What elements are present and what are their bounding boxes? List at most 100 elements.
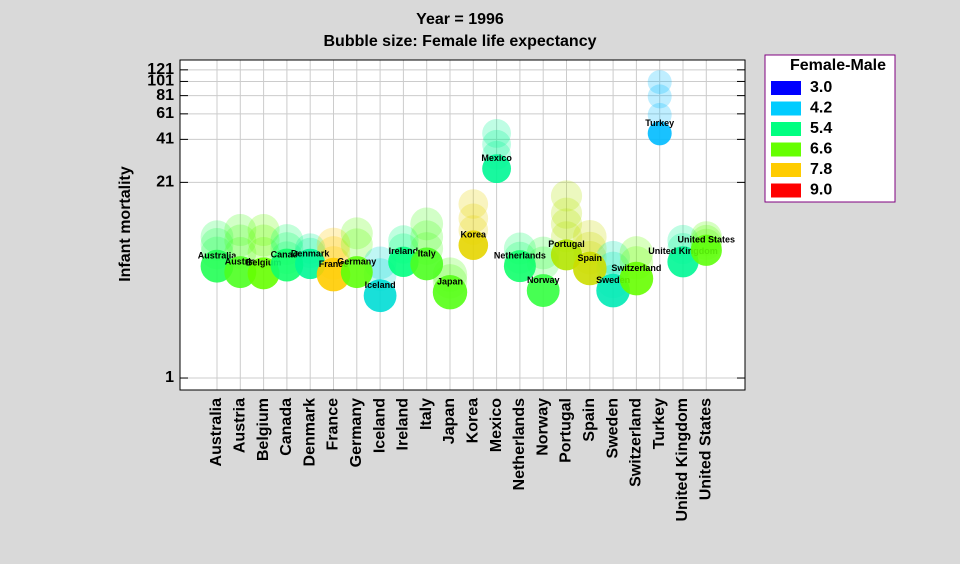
bubble-label: Norway [527, 275, 560, 285]
chart-subtitle: Bubble size: Female life expectancy [324, 33, 597, 50]
trail-bubble [667, 224, 699, 257]
bubble-label: Mexico [481, 153, 512, 163]
legend-label: 9.0 [810, 182, 832, 199]
bubble-label: Switzerland [611, 263, 661, 273]
bubble [224, 256, 257, 289]
x-tick-label: United States [698, 398, 715, 500]
bubble-label: United Kingdom [648, 246, 718, 256]
trail-bubble [647, 70, 672, 95]
legend-swatch [771, 122, 801, 136]
trail-bubble [550, 208, 583, 240]
legend-swatch [771, 163, 801, 177]
x-tick-label: Austria [232, 398, 249, 453]
legend-label: 7.8 [810, 161, 832, 178]
trail-bubble [482, 129, 511, 159]
y-tick-label: 101 [147, 73, 174, 90]
x-tick-label: Denmark [301, 398, 318, 467]
x-tick-label: Norway [534, 398, 551, 456]
y-axis-label: Infant mortality [117, 166, 134, 282]
plot-area [180, 60, 745, 390]
x-tick-label: Canada [278, 398, 295, 456]
bubble-label: Japan [437, 277, 463, 287]
trail-bubble [247, 214, 280, 247]
trail-bubble [340, 228, 373, 261]
x-tick-label: United Kingdom [674, 398, 691, 522]
bubble [690, 234, 722, 266]
x-tick-label: France [325, 398, 342, 451]
bubble-label: Belgium [246, 258, 282, 268]
trail-bubble [224, 224, 257, 257]
y-tick-label: 61 [156, 105, 174, 122]
bubble-label: Spain [578, 253, 603, 263]
bubble [573, 251, 607, 286]
chart-title: Year = 1996 [416, 11, 504, 28]
x-tick-label: Sweden [604, 398, 621, 458]
trail-bubble [550, 180, 583, 212]
trail-bubble [573, 220, 607, 254]
bubble [526, 274, 560, 307]
x-tick-label: Switzerland [628, 398, 645, 487]
trail-bubble [340, 217, 373, 250]
legend-swatch [771, 142, 801, 157]
x-tick-label: Australia [208, 398, 225, 467]
bubble [340, 256, 373, 289]
trail-bubble [647, 84, 672, 109]
legend-swatch [771, 101, 801, 116]
bubble [482, 154, 511, 184]
bubble-label: Korea [461, 230, 488, 240]
trail-bubble [619, 236, 654, 270]
bubble-label: Denmark [291, 248, 331, 258]
bubble-label: Netherlands [494, 251, 546, 261]
bubble-label: Italy [418, 248, 436, 258]
legend-label: 5.4 [810, 120, 832, 137]
trail-bubble [458, 203, 489, 234]
bubble-label: Ireland [389, 246, 419, 256]
legend-title: Female-Male [790, 57, 886, 74]
trail-bubble [550, 197, 583, 229]
bubble-label: Portugal [548, 239, 585, 249]
y-tick-label: 1 [165, 369, 174, 386]
trail-bubble [410, 220, 444, 254]
y-tick-label: 81 [156, 87, 174, 104]
y-tick-label: 121 [147, 61, 174, 78]
bubble-label: Canada [271, 249, 305, 259]
bubble [619, 261, 654, 296]
bubble [647, 121, 672, 146]
x-tick-label: Ireland [395, 398, 412, 450]
x-tick-label: Belgium [255, 398, 272, 461]
bubble [503, 250, 536, 283]
trail-bubble [410, 207, 444, 241]
trail-bubble [458, 189, 489, 219]
bubble-label: Austria [225, 256, 257, 266]
legend-swatch [771, 183, 801, 198]
x-tick-label: Turkey [651, 398, 668, 449]
bubble [316, 257, 351, 292]
bubble-label: France [319, 259, 349, 269]
legend-label: 3.0 [810, 79, 832, 96]
legend-label: 6.6 [810, 141, 832, 158]
y-tick-label: 41 [156, 131, 174, 148]
bubble-label: Iceland [365, 280, 396, 290]
bubble [270, 248, 304, 282]
x-tick-label: Iceland [371, 398, 388, 453]
x-tick-label: Korea [465, 398, 482, 443]
bubble [667, 246, 699, 278]
trail-bubble [270, 224, 304, 257]
bubble-label: Turkey [645, 118, 674, 128]
bubble [363, 279, 397, 313]
trail-bubble [388, 225, 419, 256]
x-tick-label: Spain [581, 398, 598, 442]
bubble-label: Sweden [596, 275, 630, 285]
bubble [410, 247, 444, 281]
trail-bubble [647, 102, 672, 127]
x-tick-label: Portugal [558, 398, 575, 463]
bubble [388, 246, 419, 278]
y-tick-label: 21 [156, 174, 174, 191]
trail-bubble [316, 227, 351, 262]
legend-label: 4.2 [810, 100, 832, 117]
trail-bubble [224, 214, 257, 247]
bubble-label: Germany [337, 256, 376, 266]
x-tick-label: Germany [348, 398, 365, 467]
legend-swatch [771, 81, 801, 95]
